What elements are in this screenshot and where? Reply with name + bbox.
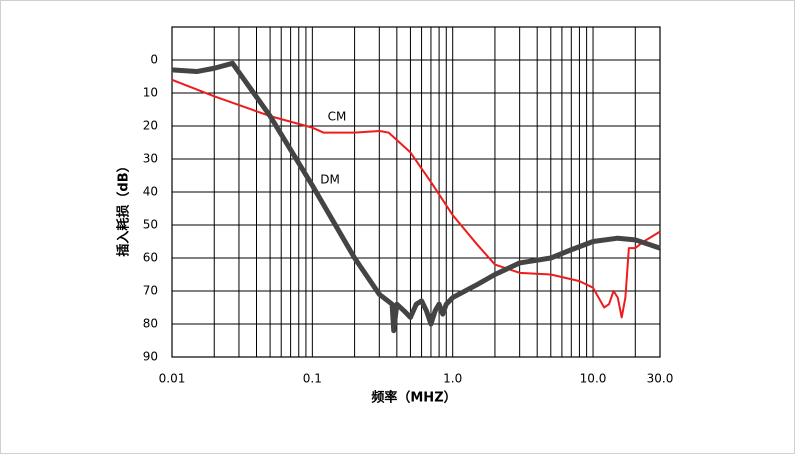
y-tick-label: 60 (143, 251, 158, 265)
x-tick-label: 0.01 (159, 372, 186, 386)
y-tick-label: 0 (150, 53, 158, 67)
plot-border (171, 26, 661, 358)
x-tick-label: 1.0 (443, 372, 462, 386)
annotation: CM (328, 110, 347, 124)
y-tick-label: 50 (143, 218, 158, 232)
y-tick-label: 20 (143, 119, 158, 133)
x-tick-label: 0.1 (303, 372, 322, 386)
x-axis-title: 频率（MHZ） (371, 390, 456, 406)
series-line (171, 60, 661, 334)
y-tick-label: 80 (143, 317, 158, 331)
x-tick-label: 10.0 (580, 372, 607, 386)
y-tick-label: 90 (143, 350, 158, 364)
x-tick-label: 30.0 (647, 372, 674, 386)
y-tick-label: 30 (143, 152, 158, 166)
y-tick-label: 40 (143, 185, 158, 199)
y-tick-label: 70 (143, 284, 158, 298)
annotation: DM (320, 173, 340, 187)
series-line (171, 78, 661, 319)
y-axis-title: 插入耗损（dB） (116, 159, 132, 256)
y-tick-label: 10 (143, 86, 158, 100)
